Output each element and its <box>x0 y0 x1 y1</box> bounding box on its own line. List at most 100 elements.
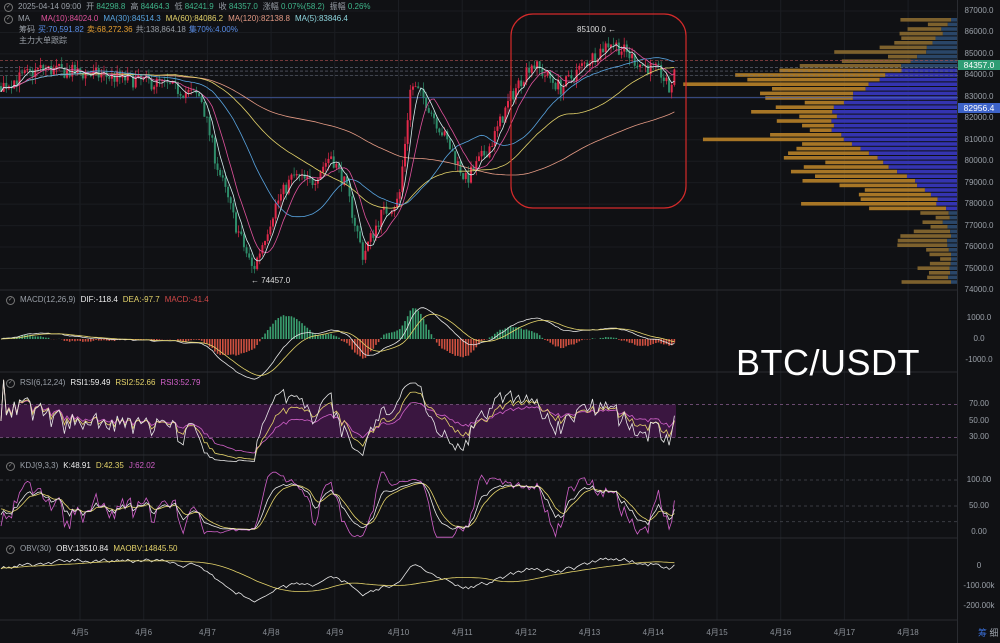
candle-body <box>81 73 84 79</box>
candle-body <box>367 241 370 251</box>
candle-body <box>425 97 428 109</box>
candle-body <box>306 175 309 179</box>
volume-profile-bar <box>843 100 957 105</box>
volume-profile-bar <box>885 73 957 77</box>
candle-body <box>654 63 657 65</box>
candle-body <box>15 80 18 85</box>
volume-profile-bar <box>920 211 949 215</box>
candle-body <box>182 95 185 98</box>
candle-body <box>562 86 565 95</box>
candle-body <box>105 72 108 78</box>
candle-body <box>639 64 642 67</box>
candle-body <box>356 225 359 232</box>
candle-body <box>491 146 494 147</box>
candle-body <box>578 65 581 70</box>
chart-canvas[interactable] <box>0 0 958 643</box>
price-tick: 76000.0 <box>964 242 994 252</box>
candle-body <box>203 101 206 117</box>
candle-body <box>657 63 660 66</box>
kdj-tick: 100.00 <box>966 475 992 484</box>
collapse-icon[interactable]: ✓ <box>6 378 15 388</box>
candle-body <box>277 200 280 204</box>
obv-line <box>0 557 675 603</box>
candle-body <box>5 82 8 89</box>
volume-profile-bar <box>932 41 957 45</box>
highlight-box <box>510 13 687 209</box>
candle-body <box>440 132 443 136</box>
candle-body <box>271 218 274 227</box>
detail-button[interactable]: 细 <box>989 628 999 638</box>
rsi-legend: ✓ RSI(6,12,24) RSI1:59.49 RSI2:52.66 RSI… <box>6 378 201 388</box>
candle-body <box>227 186 230 198</box>
volume-profile-bar <box>883 160 957 165</box>
candle-body <box>583 62 586 64</box>
candle-body <box>514 88 517 100</box>
candle-body <box>599 48 602 60</box>
candle-body <box>187 89 190 93</box>
candle-body <box>398 192 401 199</box>
rsi2-line <box>0 379 675 460</box>
candle-body <box>166 80 169 83</box>
candle-body <box>314 183 317 186</box>
volume-profile-bar <box>772 87 866 91</box>
macd-dea-line <box>0 313 675 376</box>
collapse-icon[interactable]: ✓ <box>6 295 15 305</box>
reference-price-tag: 82956.4 <box>958 102 1000 113</box>
candle-body <box>23 70 26 74</box>
volume-profile-bar <box>917 266 950 270</box>
volume-profile-bar <box>868 82 957 86</box>
rsi-tick: 30.00 <box>968 432 990 441</box>
candle-body <box>546 71 549 76</box>
candle-body <box>142 77 145 80</box>
candle-body <box>250 257 253 266</box>
collapse-icon[interactable]: ✓ <box>4 14 13 24</box>
volume-profile-bar <box>887 54 918 59</box>
candle-body <box>604 43 607 53</box>
volume-profile-bar <box>790 169 898 174</box>
volume-profile-bar <box>802 142 852 146</box>
candle-body <box>435 118 438 129</box>
candle-body <box>21 72 24 74</box>
volume-profile-bar <box>924 188 957 192</box>
volume-profile-bar <box>809 128 832 132</box>
candle-body <box>380 209 383 227</box>
candle-body <box>319 172 322 180</box>
candle-body <box>258 253 261 258</box>
candle-body <box>438 128 441 133</box>
volume-profile-bar <box>735 73 886 77</box>
volume-profile-bar <box>779 68 902 73</box>
volume-profile-bar <box>935 215 950 220</box>
candle-body <box>39 65 42 69</box>
candle-body <box>417 86 420 89</box>
volume-profile-bar <box>949 266 957 270</box>
volume-profile-bar <box>860 146 957 151</box>
candle-body <box>264 240 267 246</box>
volume-profile-bar <box>951 18 957 22</box>
high-annotation: 85100.0 ← <box>577 25 617 34</box>
low-annotation: ← 74457.0 <box>251 276 291 285</box>
volume-profile-bar <box>775 105 834 109</box>
collapse-icon[interactable]: ✓ <box>6 461 15 471</box>
volume-profile-bar <box>951 280 957 284</box>
volume-profile-bar <box>839 183 918 188</box>
ma-legend: ✓ MA MA(10):84024.0 MA(30):84514.3 MA(60… <box>4 14 348 24</box>
volume-profile-bar <box>951 234 957 238</box>
kdj-legend: ✓ KDJ(9,3,3) K:48.91 D:42.35 J:62.02 <box>6 461 156 471</box>
candle-body <box>316 179 319 184</box>
candle-body <box>44 68 47 70</box>
volume-profile-bar <box>860 197 938 201</box>
rsi-tick: 50.00 <box>968 416 990 425</box>
candle-body <box>641 64 644 66</box>
candle-body <box>31 70 34 78</box>
candle-body <box>607 43 610 48</box>
collapse-icon[interactable]: ✓ <box>6 544 15 554</box>
candle-body <box>100 74 103 78</box>
candle-body <box>195 89 198 94</box>
chips-button[interactable]: 筹 <box>978 628 988 638</box>
collapse-icon[interactable]: ✓ <box>4 2 13 12</box>
volume-profile-bar <box>841 59 911 63</box>
candle-body <box>559 79 562 95</box>
ma-name[interactable]: MA <box>18 14 30 23</box>
main-force-tracker[interactable]: 主力大单跟踪 <box>19 36 67 45</box>
candle-body <box>591 53 594 64</box>
